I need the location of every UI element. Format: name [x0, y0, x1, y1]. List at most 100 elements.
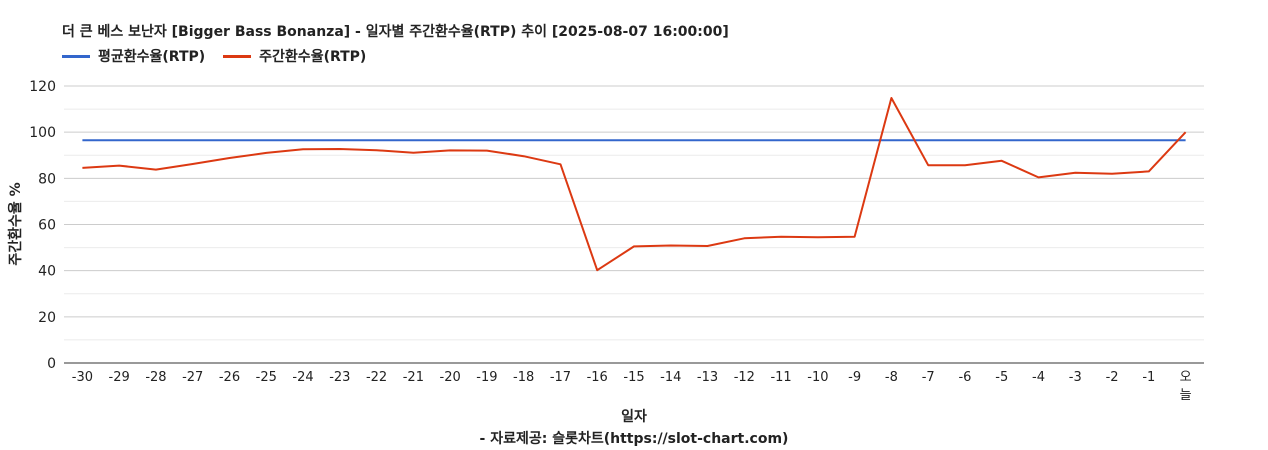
data-point[interactable]: [1146, 168, 1152, 174]
y-tick-label: 0: [47, 356, 56, 372]
data-point[interactable]: [1036, 174, 1042, 180]
x-tick-label: -10: [807, 370, 828, 385]
data-point[interactable]: [1072, 170, 1078, 176]
data-point[interactable]: [778, 234, 784, 240]
data-point[interactable]: [374, 147, 380, 153]
legend: 평균환수율(RTP) 주간환수율(RTP): [62, 46, 384, 66]
data-point[interactable]: [668, 243, 674, 249]
x-tick-label: -16: [587, 370, 608, 385]
x-tick-label: -6: [958, 370, 971, 385]
data-point[interactable]: [705, 243, 711, 249]
data-point[interactable]: [153, 137, 159, 143]
x-tick-label: -29: [109, 370, 130, 385]
y-tick-label: 40: [38, 264, 56, 280]
data-point[interactable]: [521, 153, 527, 159]
data-point[interactable]: [337, 146, 343, 152]
data-point[interactable]: [1183, 129, 1189, 135]
data-point[interactable]: [190, 161, 196, 167]
data-point[interactable]: [1036, 137, 1042, 143]
data-point[interactable]: [1146, 137, 1152, 143]
data-point[interactable]: [410, 137, 416, 143]
y-tick-label: 20: [38, 310, 56, 326]
chart-title: 더 큰 베스 보난자 [Bigger Bass Bonanza] - 일자별 주…: [62, 24, 729, 40]
x-tick-label: -9: [848, 370, 861, 385]
data-point[interactable]: [815, 137, 821, 143]
data-point[interactable]: [153, 167, 159, 173]
data-point[interactable]: [705, 137, 711, 143]
data-point[interactable]: [888, 137, 894, 143]
data-point[interactable]: [300, 137, 306, 143]
x-tick-label: -22: [366, 370, 387, 385]
data-point[interactable]: [521, 137, 527, 143]
data-point[interactable]: [263, 137, 269, 143]
data-point[interactable]: [226, 155, 232, 161]
x-tick-label: -3: [1069, 370, 1082, 385]
data-point[interactable]: [594, 137, 600, 143]
data-point[interactable]: [300, 146, 306, 152]
x-tick-label: -18: [513, 370, 534, 385]
data-point[interactable]: [741, 137, 747, 143]
data-point[interactable]: [116, 163, 122, 169]
legend-item-weekly[interactable]: 주간환수율(RTP): [223, 46, 366, 66]
data-point[interactable]: [263, 150, 269, 156]
data-point[interactable]: [226, 137, 232, 143]
data-point[interactable]: [1109, 171, 1115, 177]
data-point[interactable]: [116, 137, 122, 143]
x-tick-label: -14: [660, 370, 681, 385]
x-tick-label: -2: [1106, 370, 1119, 385]
data-point[interactable]: [962, 162, 968, 168]
data-point[interactable]: [852, 234, 858, 240]
data-point[interactable]: [557, 137, 563, 143]
data-point[interactable]: [1109, 137, 1115, 143]
data-point[interactable]: [190, 137, 196, 143]
data-point[interactable]: [410, 150, 416, 156]
data-point[interactable]: [962, 137, 968, 143]
data-point[interactable]: [631, 137, 637, 143]
gridlines: [64, 85, 1204, 364]
x-tick-label: -11: [770, 370, 791, 385]
data-point[interactable]: [557, 161, 563, 167]
data-point[interactable]: [447, 147, 453, 153]
x-tick-label: -12: [734, 370, 755, 385]
y-tick-label: 60: [38, 218, 56, 234]
x-tick-label: -15: [623, 370, 644, 385]
x-tick-label: -23: [329, 370, 350, 385]
data-point[interactable]: [925, 137, 931, 143]
data-point[interactable]: [1072, 137, 1078, 143]
x-tick-label: -21: [403, 370, 424, 385]
x-tick-label: -30: [72, 370, 93, 385]
data-point[interactable]: [374, 137, 380, 143]
data-point[interactable]: [778, 137, 784, 143]
data-point[interactable]: [888, 95, 894, 101]
data-point[interactable]: [999, 137, 1005, 143]
x-tick-label: -1: [1142, 370, 1155, 385]
data-point[interactable]: [668, 137, 674, 143]
x-tick-label: -25: [256, 370, 277, 385]
data-point[interactable]: [484, 137, 490, 143]
x-tick-label: -5: [995, 370, 1008, 385]
x-tick-label: -17: [550, 370, 571, 385]
data-point[interactable]: [594, 267, 600, 273]
data-point[interactable]: [79, 165, 85, 171]
data-point[interactable]: [925, 162, 931, 168]
data-point[interactable]: [337, 137, 343, 143]
source-credit: - 자료제공: 슬롯차트(https://slot-chart.com): [479, 431, 789, 447]
y-tick-label: 120: [29, 79, 56, 95]
series-lines: [79, 95, 1189, 273]
legend-label-weekly: 주간환수율(RTP): [259, 49, 367, 65]
legend-item-average[interactable]: 평균환수율(RTP): [62, 46, 205, 66]
data-point[interactable]: [999, 158, 1005, 164]
data-point[interactable]: [484, 148, 490, 154]
x-tick-label: -4: [1032, 370, 1045, 385]
data-point[interactable]: [815, 234, 821, 240]
y-tick-label: 100: [29, 125, 56, 141]
series-line-weekly[interactable]: [82, 97, 1187, 272]
data-point[interactable]: [741, 235, 747, 241]
data-point[interactable]: [631, 243, 637, 249]
data-point[interactable]: [852, 137, 858, 143]
data-point[interactable]: [447, 137, 453, 143]
data-point[interactable]: [79, 137, 85, 143]
x-tick-label: -20: [440, 370, 461, 385]
data-point[interactable]: [1183, 137, 1189, 143]
